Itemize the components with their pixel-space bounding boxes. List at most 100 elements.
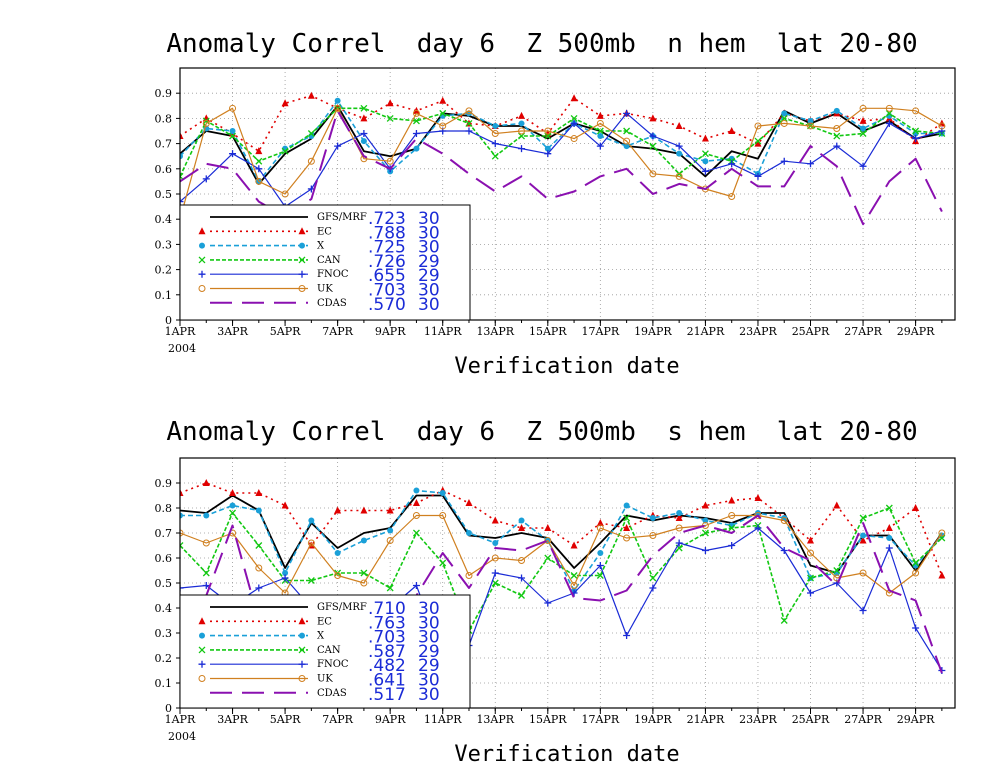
data-point bbox=[412, 499, 420, 506]
data-point bbox=[360, 114, 368, 122]
data-point bbox=[360, 579, 368, 587]
series-line-can bbox=[180, 107, 942, 177]
data-point bbox=[676, 510, 683, 516]
data-point bbox=[360, 537, 367, 544]
data-point bbox=[754, 137, 762, 145]
data-point bbox=[199, 632, 205, 639]
series-group bbox=[180, 91, 946, 226]
data-point bbox=[298, 285, 306, 292]
data-point bbox=[198, 675, 206, 682]
data-point bbox=[439, 559, 447, 567]
x-axis-label: Verification date bbox=[454, 742, 679, 767]
data-point bbox=[938, 529, 946, 537]
legend-series-name: EC bbox=[317, 226, 332, 237]
data-point bbox=[780, 119, 788, 127]
data-point bbox=[544, 127, 552, 135]
data-point bbox=[728, 542, 736, 549]
x-tick-label: 5APR bbox=[270, 713, 301, 726]
data-point bbox=[298, 675, 306, 682]
data-point bbox=[439, 512, 447, 519]
data-point bbox=[518, 111, 526, 119]
data-point bbox=[807, 549, 815, 557]
data-point bbox=[885, 104, 893, 112]
y-tick-label: 0.7 bbox=[155, 138, 173, 151]
x-tick-label: 21APR bbox=[687, 325, 725, 338]
data-point bbox=[570, 572, 578, 579]
data-point bbox=[439, 96, 447, 104]
data-point bbox=[229, 502, 236, 509]
data-point bbox=[465, 127, 473, 135]
data-point bbox=[675, 172, 683, 180]
data-point bbox=[544, 537, 552, 544]
data-point bbox=[570, 119, 578, 127]
data-point bbox=[307, 130, 315, 137]
data-point bbox=[334, 550, 341, 556]
year-label: 2004 bbox=[168, 730, 196, 743]
chart-panel-south: Anomaly Correl day 6 Z 500mb s hem lat 2… bbox=[155, 417, 956, 767]
data-point bbox=[518, 517, 525, 524]
data-point bbox=[754, 512, 762, 519]
data-point bbox=[298, 660, 306, 668]
data-point bbox=[412, 130, 420, 138]
data-point bbox=[255, 584, 263, 592]
data-point bbox=[833, 567, 841, 574]
data-point bbox=[518, 592, 525, 599]
x-tick-label: 25APR bbox=[792, 325, 830, 338]
x-tick-label: 21APR bbox=[687, 713, 725, 726]
data-point bbox=[649, 142, 657, 150]
legend-series-name: X bbox=[317, 241, 325, 252]
data-point bbox=[180, 542, 184, 549]
data-point bbox=[255, 165, 263, 173]
data-point bbox=[676, 150, 683, 157]
legend-series-name: UK bbox=[317, 284, 333, 295]
y-tick-label: 0.4 bbox=[155, 213, 173, 226]
data-point bbox=[754, 122, 762, 130]
data-point bbox=[334, 572, 342, 579]
data-point bbox=[544, 524, 552, 531]
legend-series-mean: .641 bbox=[368, 671, 406, 691]
data-point bbox=[281, 147, 289, 155]
data-point bbox=[334, 142, 342, 150]
data-point bbox=[780, 114, 788, 122]
data-point bbox=[728, 160, 736, 168]
legend-series-mean: .655 bbox=[368, 266, 406, 286]
legend-series-name: X bbox=[317, 631, 325, 642]
legend-series-count: 30 bbox=[418, 599, 440, 619]
x-tick-label: 23APR bbox=[739, 713, 777, 726]
legend-series-count: 30 bbox=[418, 281, 440, 301]
data-point bbox=[912, 559, 920, 567]
data-point bbox=[465, 119, 473, 127]
data-point bbox=[623, 137, 631, 145]
data-point bbox=[518, 145, 526, 153]
data-point bbox=[334, 506, 342, 514]
data-point bbox=[360, 104, 368, 112]
data-point bbox=[491, 152, 499, 160]
x-tick-label: 27APR bbox=[844, 325, 882, 338]
data-point bbox=[833, 132, 841, 140]
series-line-cdas bbox=[180, 109, 943, 226]
y-tick-label: 0.9 bbox=[155, 87, 173, 100]
y-tick-label: 0 bbox=[165, 314, 172, 327]
data-point bbox=[229, 128, 236, 134]
data-point bbox=[675, 121, 683, 129]
data-point bbox=[386, 537, 394, 544]
data-point bbox=[180, 529, 184, 537]
data-point bbox=[623, 143, 630, 150]
data-point bbox=[675, 539, 683, 547]
data-point bbox=[439, 109, 447, 117]
x-tick-label: 3APR bbox=[217, 325, 248, 338]
data-point bbox=[885, 524, 893, 531]
legend-series-mean: .587 bbox=[368, 642, 406, 662]
data-point bbox=[202, 539, 210, 547]
data-point bbox=[912, 569, 920, 577]
data-point bbox=[198, 256, 206, 264]
data-point bbox=[570, 541, 578, 549]
data-point bbox=[180, 132, 184, 140]
data-point bbox=[649, 515, 656, 521]
legend-series-name: CAN bbox=[317, 255, 341, 266]
data-point bbox=[180, 512, 183, 519]
data-point bbox=[885, 119, 893, 127]
data-point bbox=[833, 142, 841, 150]
data-point bbox=[198, 660, 206, 668]
